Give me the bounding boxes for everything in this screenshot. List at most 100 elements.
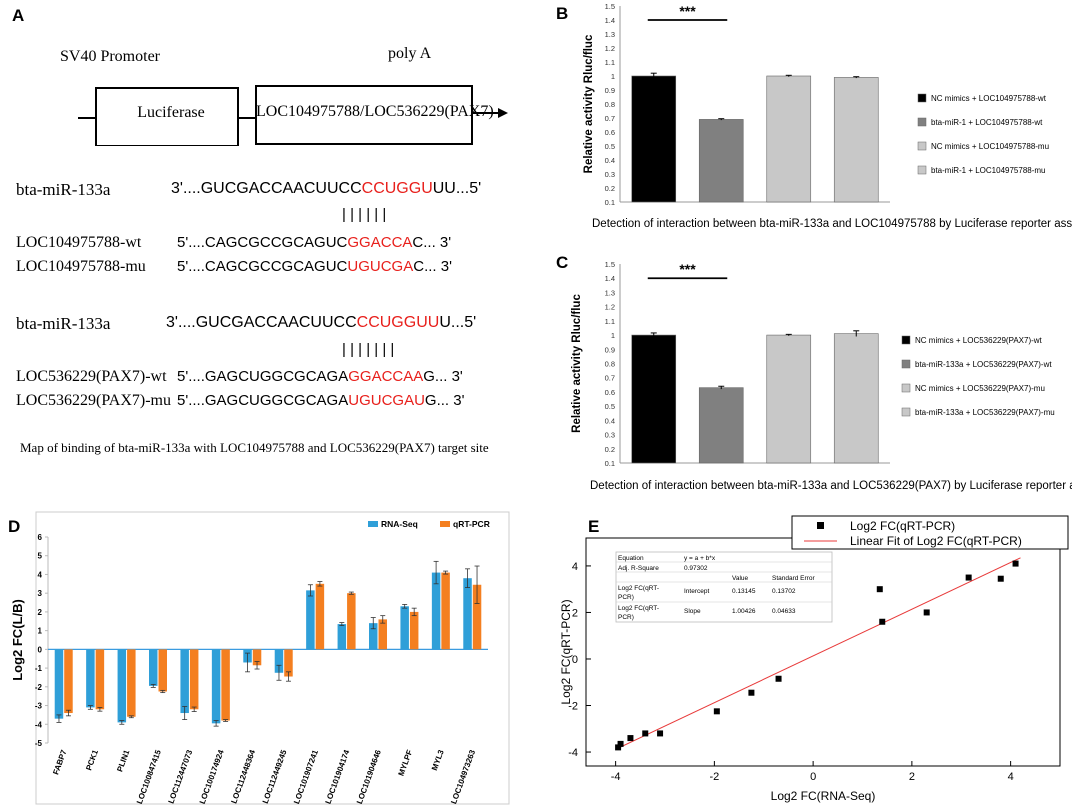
sv40-promoter-label: SV40 Promoter	[60, 48, 160, 65]
seq-text: UU...5'	[432, 180, 482, 197]
bar	[409, 611, 419, 650]
data-point	[1012, 560, 1019, 567]
y-tick-label: 0.8	[605, 360, 615, 369]
group2-mirna-seq: 3'....GUCGACCAACUUCCCCUGGUUU...5'	[166, 314, 476, 332]
y-tick-label: 0.3	[605, 431, 615, 440]
seq-text: 5'....GAGCUGGCGCAGA	[177, 368, 349, 385]
x-tick-label: 0	[810, 771, 816, 783]
seq-text: 5'....GAGCUGGCGCAGA	[177, 392, 349, 409]
seq-text: 5'....CAGCGCCGCAGUC	[177, 258, 348, 275]
bar	[631, 75, 677, 203]
data-point	[748, 689, 755, 696]
y-tick-label: 0.6	[605, 388, 615, 397]
y-axis-label: Log2 FC(qRT-PCR)	[559, 599, 573, 704]
y-tick-label: 0.5	[605, 402, 615, 411]
bar	[347, 593, 356, 650]
bar	[378, 619, 387, 650]
data-point	[965, 574, 972, 581]
bar	[698, 387, 744, 464]
bar	[306, 590, 315, 650]
legend-swatch	[368, 521, 378, 527]
legend-swatch	[917, 141, 927, 151]
y-tick-label: 0.9	[605, 86, 615, 95]
data-point	[923, 609, 930, 616]
data-point	[876, 586, 883, 593]
significance-label: ***	[679, 261, 696, 277]
group1-wt-name: LOC104975788-wt	[16, 234, 142, 251]
y-tick-label: 3	[38, 589, 43, 598]
data-point	[879, 618, 886, 625]
chart-caption: Detection of interaction between bta-miR…	[592, 218, 1072, 230]
y-tick-label: 6	[38, 533, 43, 542]
y-tick-label: 1.3	[605, 288, 615, 297]
bar	[472, 584, 482, 650]
data-point	[615, 744, 622, 751]
bar	[54, 649, 64, 719]
stats-table-cell: 0.13702	[772, 588, 796, 595]
seq-site: GGACCA	[347, 234, 413, 251]
y-tick-label: -2	[35, 683, 43, 692]
stats-table-cell: Adj. R-Square	[618, 565, 659, 572]
legend-entry: qRT-PCR	[453, 519, 490, 529]
y-tick-label: 0	[38, 645, 43, 654]
bar	[315, 583, 325, 650]
y-tick-label: -2	[568, 701, 578, 713]
legend-entry: NC mimics + LOC104975788-mu	[931, 142, 1049, 151]
y-tick-label: 0.3	[605, 170, 615, 179]
bar	[400, 606, 409, 650]
bar	[117, 649, 127, 723]
stats-table-cell: Value	[732, 575, 749, 582]
legend-entry: NC mimics + LOC536229(PAX7)-wt	[915, 336, 1043, 345]
bar	[189, 649, 199, 710]
stats-table-cell: Equation	[618, 555, 644, 562]
bar	[631, 334, 677, 464]
y-tick-label: 1	[611, 331, 615, 340]
legend-entry: NC mimics + LOC536229(PAX7)-mu	[915, 384, 1045, 393]
data-point	[642, 730, 649, 737]
chart-b: B 0.1 0.2 0.3 0.4 0.5 0.6 0.7 0.8 0.9 1 1.1 1.2 1.3 1.…	[556, 2, 1072, 230]
legend-entry: NC mimics + LOC104975788-wt	[931, 94, 1047, 103]
panel-label: B	[556, 4, 568, 23]
y-tick-label: 0.8	[605, 100, 615, 109]
legend-swatch	[901, 383, 911, 393]
legend-swatch	[917, 165, 927, 175]
bar	[221, 649, 230, 721]
legend-swatch	[901, 407, 911, 417]
target-box-label: LOC104975788/LOC536229(PAX7)	[256, 103, 494, 120]
y-tick-label: 0.4	[605, 156, 615, 165]
y-axis-label: Log2 FC(L/B)	[10, 599, 25, 681]
seq-site: GGACCAA	[348, 368, 424, 385]
x-tick-label: 2	[909, 771, 915, 783]
y-tick-label: 1.4	[605, 16, 615, 25]
y-tick-label: -3	[35, 702, 43, 711]
bar	[86, 649, 95, 708]
data-point	[627, 735, 634, 742]
bar	[337, 624, 347, 650]
panel-a-label: A	[12, 6, 25, 25]
legend-swatch	[901, 359, 911, 369]
seq-text: 3'....GUCGACCAACUUCC	[171, 180, 362, 197]
y-tick-label: 4	[38, 570, 43, 579]
legend-swatch	[440, 521, 450, 527]
bar	[95, 649, 105, 710]
bar	[127, 649, 136, 717]
y-tick-label: 1.2	[605, 303, 615, 312]
y-tick-label: 0.9	[605, 345, 615, 354]
stats-table-cell: Log2 FC(qRT-	[618, 605, 659, 612]
bar	[833, 77, 879, 203]
chart-caption: Detection of interaction between bta-miR…	[590, 480, 1072, 492]
group2-mirna-name: bta-miR-133a	[16, 314, 111, 333]
group2-wt-seq: 5'....GAGCUGGCGCAGAGGACCAAG... 3'	[177, 368, 463, 385]
data-point	[775, 675, 782, 682]
panel-label: E	[588, 517, 599, 536]
seq-text: C... 3'	[413, 258, 452, 275]
panel-label: C	[556, 253, 568, 272]
legend-entry: bta-miR-133a + LOC536229(PAX7)-mu	[915, 408, 1055, 417]
construct-diagram	[78, 85, 508, 146]
y-tick-label: 1.5	[605, 2, 615, 11]
group2-wt-name: LOC536229(PAX7)-wt	[16, 368, 167, 385]
bar	[833, 333, 879, 464]
legend-swatch	[917, 117, 927, 127]
y-axis-label: Relative activity Rluc/fluc	[571, 294, 583, 433]
